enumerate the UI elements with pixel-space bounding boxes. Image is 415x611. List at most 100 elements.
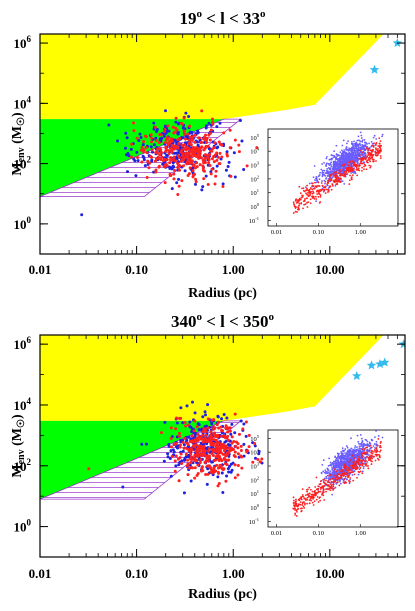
- data-point-red: [244, 420, 248, 424]
- inset-point-blue: [359, 131, 362, 134]
- data-point-red: [177, 431, 181, 435]
- inset-point-red: [323, 485, 326, 487]
- data-point-red: [219, 425, 223, 429]
- inset-point-red: [322, 487, 325, 490]
- inset-point-blue: [372, 445, 375, 447]
- inset-point-blue: [341, 149, 343, 152]
- inset-point-blue: [363, 141, 366, 144]
- data-point-red: [205, 464, 209, 468]
- inset-point-red: [374, 144, 377, 147]
- data-point-red: [181, 164, 185, 168]
- inset-point-red: [360, 456, 363, 459]
- inset-point-blue: [348, 448, 351, 451]
- inset-point-red: [330, 487, 333, 490]
- inset-point-red: [318, 192, 320, 195]
- data-point-red: [206, 426, 210, 430]
- data-point-red: [162, 165, 166, 169]
- inset-point-red: [317, 501, 320, 503]
- inset-point-blue: [348, 147, 350, 150]
- inset-point-red: [294, 513, 296, 516]
- inset-point-blue: [345, 478, 348, 481]
- inset-point-blue: [332, 460, 335, 463]
- data-point-red: [146, 159, 150, 163]
- inset-point-red: [361, 158, 364, 161]
- inset-point-red: [306, 197, 308, 200]
- y-tick-label: 100: [14, 518, 32, 535]
- data-point-blue: [186, 135, 190, 139]
- data-point-red: [209, 430, 213, 434]
- data-point-red: [159, 150, 163, 154]
- inset-point-red: [311, 501, 314, 504]
- star-marker: [366, 360, 377, 370]
- data-point-blue: [167, 443, 171, 447]
- inset-point-blue: [326, 467, 329, 470]
- inset-point-blue: [334, 460, 337, 463]
- inset-point-blue: [341, 180, 344, 183]
- data-point-red: [172, 147, 176, 151]
- inset-point-blue: [353, 150, 356, 153]
- inset-point-red: [363, 157, 366, 160]
- inset-point-blue: [357, 473, 360, 476]
- data-point-blue: [233, 431, 237, 435]
- data-point-blue: [204, 413, 208, 417]
- x-tick-label: 10.00: [315, 262, 344, 277]
- inset-point-blue: [312, 176, 315, 179]
- axes-frame: [39, 33, 406, 255]
- inset-point-blue: [326, 170, 329, 173]
- inset-point-red: [329, 474, 332, 476]
- inset-point-red: [375, 160, 377, 162]
- inset-point-red: [373, 450, 375, 453]
- data-point-red: [129, 155, 133, 159]
- data-point-blue: [239, 419, 243, 423]
- inset-point-red: [341, 469, 344, 471]
- x-tick-label: 0.01: [29, 262, 52, 277]
- data-point-red: [170, 455, 174, 459]
- inset-point-blue: [356, 145, 359, 147]
- data-point-red: [157, 156, 161, 160]
- inset-point-red: [306, 206, 309, 208]
- inset-point-blue: [349, 451, 351, 454]
- data-point-red: [173, 459, 177, 463]
- data-point-red: [193, 453, 197, 457]
- inset-x-tick-label: 0.01: [271, 229, 282, 236]
- data-point-blue: [174, 120, 178, 124]
- inset-point-blue: [323, 161, 325, 164]
- data-point-red: [198, 449, 202, 453]
- inset-point-blue: [325, 185, 327, 188]
- data-point-red: [193, 439, 197, 443]
- inset-point-red: [316, 193, 319, 195]
- data-point-red: [180, 154, 184, 158]
- data-point-red: [204, 440, 208, 444]
- data-point-red: [169, 158, 173, 162]
- inset-point-blue: [355, 450, 358, 453]
- data-point-red: [228, 128, 232, 132]
- inset-point-blue: [344, 448, 347, 450]
- inset-point-blue: [342, 158, 344, 161]
- data-point-blue: [233, 175, 237, 179]
- inset-point-red: [324, 180, 327, 183]
- inset-y-tick-exp: -1: [255, 517, 259, 522]
- inset-point-blue: [340, 452, 343, 455]
- inset-point-red: [332, 485, 335, 488]
- data-point-red: [222, 449, 226, 453]
- inset-point-red: [343, 478, 346, 481]
- inset-point-red: [297, 508, 300, 510]
- data-point-red: [245, 449, 249, 453]
- data-point-red: [190, 138, 194, 142]
- inset-point-red: [352, 470, 355, 473]
- data-point-red: [197, 148, 201, 152]
- data-point-red: [209, 440, 213, 444]
- inset-point-red: [339, 181, 341, 183]
- data-point-red: [189, 460, 193, 464]
- inset-point-blue: [334, 184, 337, 187]
- inset-point-red: [326, 183, 329, 185]
- inset-point-blue: [330, 164, 332, 166]
- inset-point-red: [297, 199, 299, 201]
- inset-point-blue: [322, 459, 325, 462]
- inset-point-blue: [315, 177, 317, 180]
- inset-point-red: [322, 489, 325, 492]
- data-point-blue: [175, 157, 179, 161]
- inset-point-blue: [329, 162, 332, 165]
- inset-point-blue: [345, 458, 348, 461]
